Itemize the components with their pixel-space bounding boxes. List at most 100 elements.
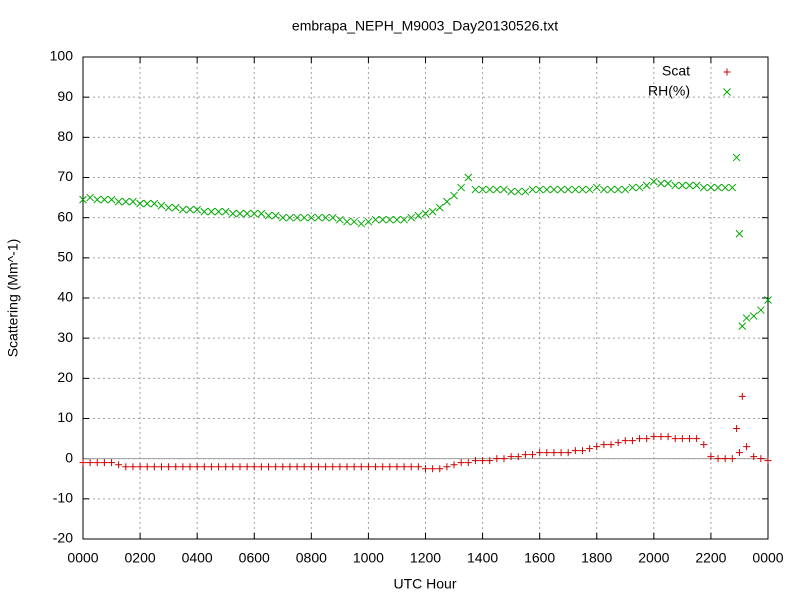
x-tick-label: 0200	[125, 550, 156, 566]
data-point	[257, 463, 265, 471]
data-point	[114, 197, 123, 206]
data-point	[422, 465, 429, 473]
data-point	[186, 463, 194, 471]
data-point	[307, 213, 316, 222]
y-tick-label: 10	[57, 409, 73, 425]
data-point	[657, 433, 665, 441]
data-point	[521, 187, 530, 196]
data-point	[650, 433, 658, 441]
data-point	[336, 215, 344, 224]
data-point	[678, 181, 687, 190]
data-point	[221, 207, 230, 216]
data-point	[400, 215, 408, 224]
data-point	[314, 213, 323, 222]
data-point	[336, 463, 344, 471]
data-point	[557, 185, 565, 194]
data-point	[678, 435, 686, 443]
data-point	[614, 185, 623, 194]
y-tick-label: 80	[57, 128, 73, 144]
data-point	[115, 461, 123, 469]
data-point	[699, 183, 708, 192]
data-point	[328, 213, 337, 222]
data-point	[429, 465, 437, 473]
data-point	[628, 437, 636, 445]
data-point	[493, 185, 501, 194]
data-point	[400, 463, 408, 471]
x-tick-label: 1600	[524, 550, 555, 566]
data-point	[564, 185, 573, 194]
data-point	[536, 449, 544, 457]
data-point	[657, 179, 665, 188]
data-point	[200, 207, 209, 216]
plot-frame	[82, 56, 769, 540]
data-point	[500, 185, 508, 194]
data-point	[585, 185, 594, 194]
data-point	[450, 191, 458, 200]
x-tick-label: 1800	[581, 550, 612, 566]
data-point	[464, 459, 472, 467]
data-point	[250, 209, 259, 218]
data-point	[592, 183, 601, 192]
data-point	[357, 463, 365, 471]
data-point	[664, 179, 672, 188]
data-point	[693, 435, 701, 443]
data-point	[186, 205, 194, 214]
data-point	[364, 463, 372, 471]
y-tick-label: 40	[57, 289, 73, 305]
data-point	[179, 205, 187, 214]
data-point	[357, 219, 366, 228]
data-point	[443, 463, 451, 471]
data-point	[728, 183, 737, 192]
data-point	[600, 441, 608, 449]
data-point	[478, 185, 487, 194]
data-point	[636, 435, 644, 443]
data-point	[738, 322, 747, 330]
data-point	[350, 463, 358, 471]
data-point	[143, 199, 152, 208]
data-point	[172, 463, 180, 471]
data-point	[100, 459, 108, 467]
data-point	[535, 185, 544, 194]
data-point	[322, 463, 330, 471]
data-point	[136, 463, 144, 471]
x-tick-label: 1200	[410, 550, 441, 566]
data-point	[557, 449, 565, 457]
data-point	[529, 451, 537, 459]
y-axis-label: Scattering (Mm^-1)	[5, 239, 21, 358]
data-point	[479, 457, 487, 465]
x-tick-label: 2200	[695, 550, 726, 566]
x-tick-label: 1000	[353, 550, 384, 566]
data-point	[371, 215, 380, 224]
data-point	[207, 463, 215, 471]
data-point	[738, 392, 746, 400]
data-point	[143, 463, 151, 471]
data-point	[307, 463, 315, 471]
data-point	[485, 185, 494, 194]
data-point	[150, 463, 158, 471]
y-tick-label: -20	[53, 530, 73, 546]
data-point	[300, 463, 308, 471]
data-point	[528, 185, 537, 194]
data-point	[621, 437, 629, 445]
data-point	[229, 463, 237, 471]
data-point	[635, 183, 644, 192]
data-point	[314, 463, 322, 471]
x-tick-label: 0600	[239, 550, 270, 566]
data-point	[379, 463, 387, 471]
y-tick-label: 20	[57, 369, 73, 385]
data-point	[293, 213, 301, 222]
data-point	[664, 433, 672, 441]
data-point	[692, 181, 701, 190]
data-point	[372, 463, 380, 471]
data-point	[578, 185, 587, 194]
chart-title: embrapa_NEPH_M9003_Day20130526.txt	[292, 18, 558, 34]
data-point	[286, 213, 294, 222]
data-point	[543, 449, 551, 457]
data-point	[385, 215, 394, 224]
data-point	[164, 203, 173, 212]
legend-label: Scat	[662, 63, 690, 79]
data-point	[493, 455, 501, 463]
data-point	[79, 195, 87, 204]
data-point	[350, 217, 358, 226]
y-tick-label: 50	[57, 249, 73, 265]
